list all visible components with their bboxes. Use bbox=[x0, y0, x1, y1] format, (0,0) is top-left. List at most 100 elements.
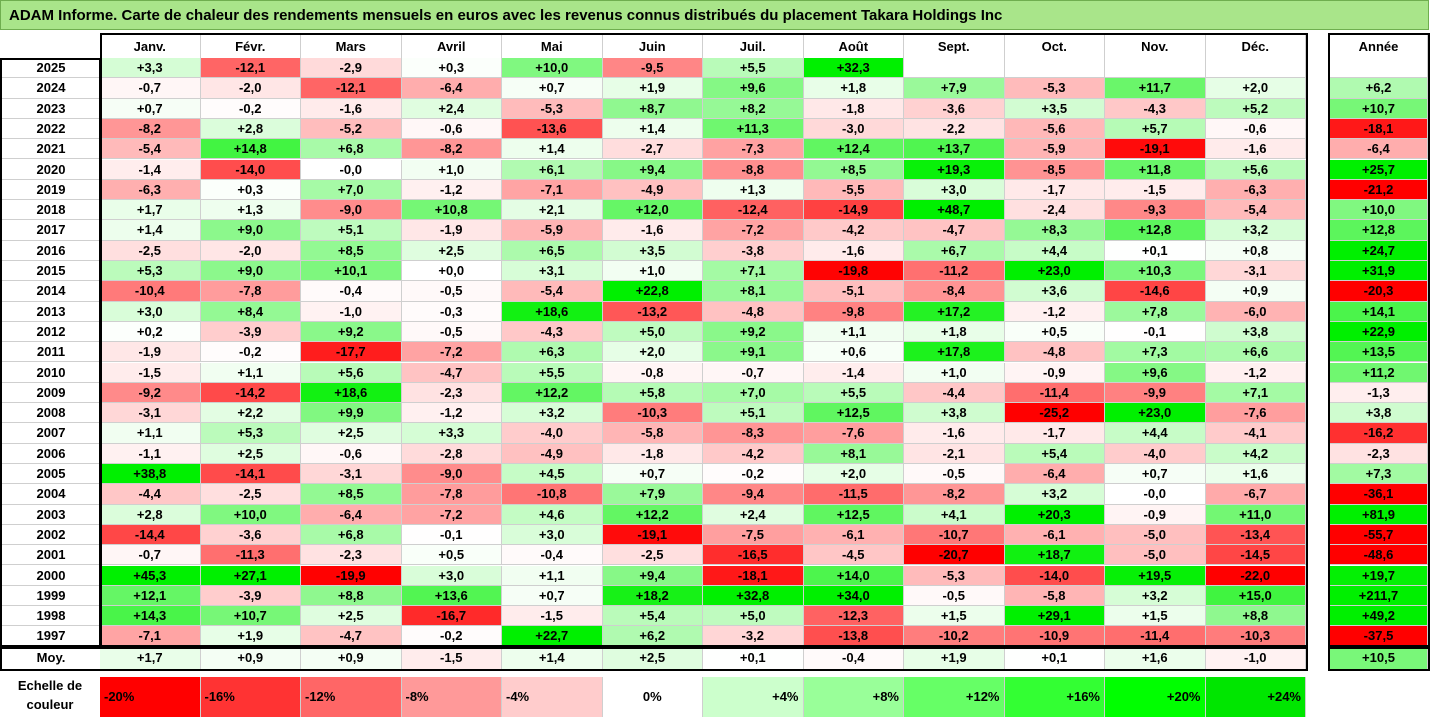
heat-cell: +5,0 bbox=[703, 606, 804, 627]
heat-cell: -3,0 bbox=[803, 118, 904, 140]
chart-title: ADAM Informe. Carte de chaleur des rende… bbox=[9, 7, 1003, 24]
annual-cell: -37,5 bbox=[1330, 626, 1428, 647]
heat-cell: +23,0 bbox=[1004, 261, 1105, 282]
heat-cell: -8,2 bbox=[401, 139, 502, 160]
heat-cell: +0,7 bbox=[502, 585, 603, 607]
heat-cell: -1,6 bbox=[904, 423, 1005, 444]
heat-cell: -14,2 bbox=[200, 382, 301, 404]
heat-cell: -1,0 bbox=[301, 301, 402, 322]
heat-cell: +1,3 bbox=[200, 200, 301, 221]
year-total-header: Année bbox=[1330, 35, 1428, 58]
average-cell: +1,9 bbox=[904, 646, 1005, 670]
heat-cell: +17,8 bbox=[904, 342, 1005, 363]
year-label: 2024 bbox=[2, 78, 100, 99]
heat-cell: +7,0 bbox=[301, 179, 402, 201]
heat-cell: -2,0 bbox=[200, 78, 301, 99]
heat-cell: +18,2 bbox=[602, 585, 703, 607]
heat-cell: -7,2 bbox=[401, 504, 502, 525]
heat-cell: -11,4 bbox=[1105, 626, 1206, 647]
average-annual-cell: +10,5 bbox=[1330, 646, 1428, 670]
annual-cell: -48,6 bbox=[1330, 545, 1428, 566]
heat-cell: -0,1 bbox=[401, 524, 502, 546]
annual-cell: +10,7 bbox=[1330, 98, 1428, 119]
heat-cell: +38,8 bbox=[100, 464, 201, 485]
heat-cell: -1,5 bbox=[100, 362, 201, 383]
average-cell: +1,7 bbox=[100, 646, 201, 670]
heat-cell: +9,2 bbox=[301, 321, 402, 343]
heat-cell: -7,3 bbox=[703, 139, 804, 160]
heat-cell: -4,3 bbox=[1105, 98, 1206, 119]
heat-cell: +12,1 bbox=[100, 585, 201, 607]
heat-cell: +2,4 bbox=[703, 504, 804, 525]
heat-cell: -1,4 bbox=[100, 159, 201, 180]
month-header: Janv. bbox=[100, 35, 201, 58]
heat-cell: +23,0 bbox=[1105, 403, 1206, 424]
heat-cell: -5,5 bbox=[803, 179, 904, 201]
heat-cell: +1,3 bbox=[703, 179, 804, 201]
annual-cell: +24,7 bbox=[1330, 240, 1428, 261]
heat-cell: -9,0 bbox=[401, 464, 502, 485]
heat-cell: -1,6 bbox=[803, 240, 904, 261]
heat-cell: +48,7 bbox=[904, 200, 1005, 221]
heat-cell: -4,4 bbox=[100, 484, 201, 505]
heat-cell: -22,0 bbox=[1205, 565, 1306, 586]
heat-cell: -1,9 bbox=[401, 220, 502, 241]
heat-cell: +5,5 bbox=[703, 58, 804, 79]
heat-cell: +12,5 bbox=[803, 403, 904, 424]
heat-cell: +1,9 bbox=[200, 626, 301, 647]
heat-cell: +2,5 bbox=[301, 423, 402, 444]
heat-cell: +20,3 bbox=[1004, 504, 1105, 525]
heat-cell: +10,7 bbox=[200, 606, 301, 627]
heat-cell: -4,7 bbox=[301, 626, 402, 647]
year-label: 2019 bbox=[2, 179, 100, 201]
heat-cell bbox=[1205, 58, 1306, 79]
year-label: 2008 bbox=[2, 403, 100, 424]
heat-cell: -0,7 bbox=[703, 362, 804, 383]
heat-cell: -19,1 bbox=[1105, 139, 1206, 160]
heat-cell: +32,8 bbox=[703, 585, 804, 607]
annual-cell: -36,1 bbox=[1330, 484, 1428, 505]
heat-cell: -3,6 bbox=[904, 98, 1005, 119]
average-cell: -0,4 bbox=[803, 646, 904, 670]
heat-cell: +12,0 bbox=[602, 200, 703, 221]
heat-cell: +5,5 bbox=[803, 382, 904, 404]
heat-cell: -1,5 bbox=[502, 606, 603, 627]
heat-cell: -13,6 bbox=[502, 118, 603, 140]
annual-cell: +49,2 bbox=[1330, 606, 1428, 627]
heat-cell: +7,9 bbox=[904, 78, 1005, 99]
heat-cell: -14,0 bbox=[200, 159, 301, 180]
color-scale-step: +24% bbox=[1205, 677, 1306, 717]
heat-cell: -19,1 bbox=[602, 524, 703, 546]
heat-cell: -12,1 bbox=[301, 78, 402, 99]
heat-cell: -9,3 bbox=[1105, 200, 1206, 221]
heat-cell: +12,8 bbox=[1105, 220, 1206, 241]
heat-cell: -0,4 bbox=[301, 281, 402, 302]
heat-cell: -9,0 bbox=[301, 200, 402, 221]
heat-cell: -14,4 bbox=[100, 524, 201, 546]
average-cell: +0,9 bbox=[301, 646, 402, 670]
annual-cell: +14,1 bbox=[1330, 301, 1428, 322]
month-header: Sept. bbox=[904, 35, 1005, 58]
heat-cell: -0,4 bbox=[502, 545, 603, 566]
year-label: 2014 bbox=[2, 281, 100, 302]
heat-cell: -1,9 bbox=[100, 342, 201, 363]
average-cell: +2,5 bbox=[602, 646, 703, 670]
heat-cell: +5,1 bbox=[301, 220, 402, 241]
heat-cell: +8,1 bbox=[803, 443, 904, 464]
heat-cell: +4,5 bbox=[502, 464, 603, 485]
color-scale-step: 0% bbox=[602, 677, 703, 717]
heat-cell: +3,5 bbox=[1004, 98, 1105, 119]
month-header: Août bbox=[803, 35, 904, 58]
heat-cell: -1,8 bbox=[602, 443, 703, 464]
year-label: 2003 bbox=[2, 504, 100, 525]
heat-cell: +2,5 bbox=[401, 240, 502, 261]
heat-cell: -9,2 bbox=[100, 382, 201, 404]
average-cell: -1,5 bbox=[401, 646, 502, 670]
heat-cell: +1,5 bbox=[1105, 606, 1206, 627]
year-label: 2011 bbox=[2, 342, 100, 363]
heat-cell: -2,5 bbox=[602, 545, 703, 566]
heat-cell: -4,1 bbox=[1205, 423, 1306, 444]
year-label: 2025 bbox=[2, 58, 100, 79]
annual-cell: +25,7 bbox=[1330, 159, 1428, 180]
heat-cell: -16,7 bbox=[401, 606, 502, 627]
